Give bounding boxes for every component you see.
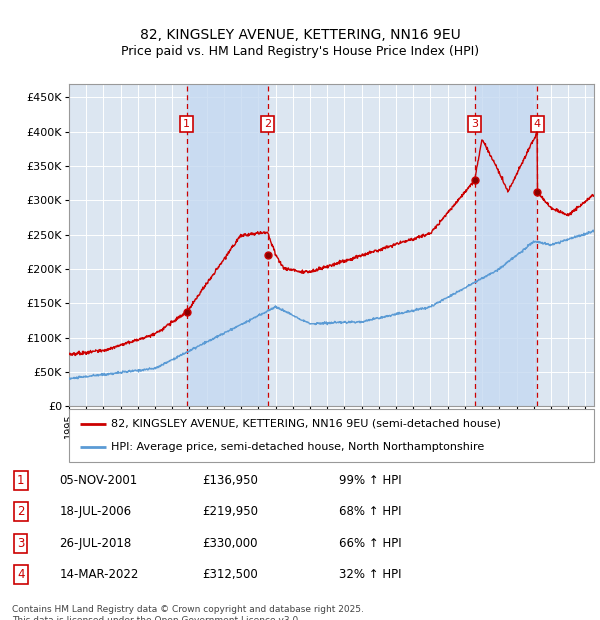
Text: 1: 1	[17, 474, 25, 487]
Text: 14-MAR-2022: 14-MAR-2022	[59, 568, 139, 581]
FancyBboxPatch shape	[69, 409, 594, 462]
Text: 68% ↑ HPI: 68% ↑ HPI	[338, 505, 401, 518]
Text: 82, KINGSLEY AVENUE, KETTERING, NN16 9EU (semi-detached house): 82, KINGSLEY AVENUE, KETTERING, NN16 9EU…	[111, 419, 501, 429]
Text: 4: 4	[17, 568, 25, 581]
Text: 4: 4	[533, 119, 541, 129]
Text: £136,950: £136,950	[202, 474, 258, 487]
Text: £330,000: £330,000	[202, 537, 257, 549]
Text: 99% ↑ HPI: 99% ↑ HPI	[338, 474, 401, 487]
Text: Contains HM Land Registry data © Crown copyright and database right 2025.
This d: Contains HM Land Registry data © Crown c…	[12, 604, 364, 620]
Text: 3: 3	[471, 119, 478, 129]
Text: £312,500: £312,500	[202, 568, 258, 581]
Text: HPI: Average price, semi-detached house, North Northamptonshire: HPI: Average price, semi-detached house,…	[111, 442, 484, 452]
Text: £219,950: £219,950	[202, 505, 258, 518]
Text: 18-JUL-2006: 18-JUL-2006	[59, 505, 131, 518]
Bar	[187, 84, 268, 406]
Bar	[475, 84, 537, 406]
Text: 3: 3	[17, 537, 25, 549]
Text: 66% ↑ HPI: 66% ↑ HPI	[338, 537, 401, 549]
Text: 26-JUL-2018: 26-JUL-2018	[59, 537, 132, 549]
Text: 82, KINGSLEY AVENUE, KETTERING, NN16 9EU: 82, KINGSLEY AVENUE, KETTERING, NN16 9EU	[140, 28, 460, 42]
Text: 1: 1	[183, 119, 190, 129]
Text: 05-NOV-2001: 05-NOV-2001	[59, 474, 138, 487]
Text: 2: 2	[17, 505, 25, 518]
Text: 32% ↑ HPI: 32% ↑ HPI	[338, 568, 401, 581]
Text: Price paid vs. HM Land Registry's House Price Index (HPI): Price paid vs. HM Land Registry's House …	[121, 45, 479, 58]
Text: 2: 2	[264, 119, 271, 129]
